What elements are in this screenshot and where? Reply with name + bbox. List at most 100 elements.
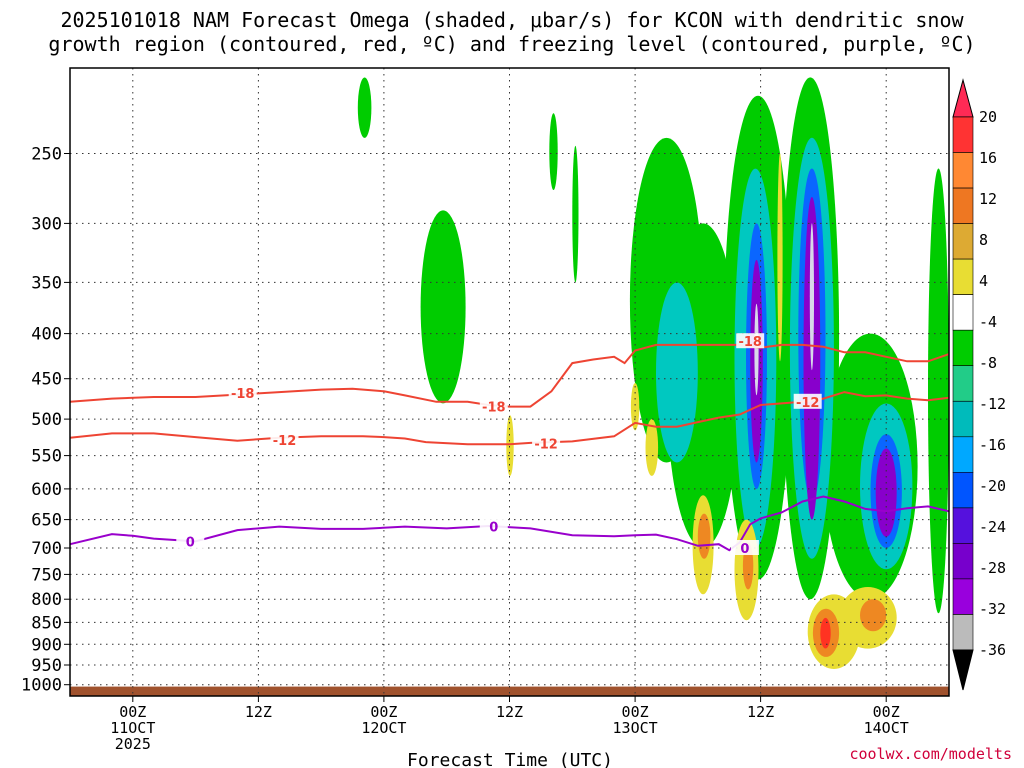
x-tick-label-6-2: 11OCT [110,719,155,737]
colorbar-segment-8 [952,400,974,438]
colorbar-label-7: -12 [979,395,1006,413]
y-tick-label-400: 400 [31,325,62,345]
contour-label-0-1: 0 [489,521,498,536]
contour-label-bg--18-2 [736,333,765,349]
contour-label-0-2: 0 [740,542,749,557]
omega-cell-25 [777,153,783,362]
grid-layer [70,68,949,696]
contour-label--12-1: -12 [534,438,558,453]
y-tick-label-900: 900 [31,635,62,655]
x-tick-label-54-1: 00Z [622,703,649,721]
y-tick-label-500: 500 [31,410,62,430]
omega-cell-2 [549,113,558,190]
contour-label-bg-0-1 [479,518,508,534]
chart-title-line-1: 2025101018 NAM Forecast Omega (shaded, μ… [60,8,964,32]
y-tick-label-700: 700 [31,539,62,559]
omega-cell-19 [875,448,897,537]
colorbar-label-10: -24 [979,518,1006,536]
contour-label-bg-0-0 [176,533,205,549]
colorbar-segment-9 [952,436,974,473]
colorbar-segment-10 [952,471,974,509]
colorbar-segment-1 [952,152,974,189]
colorbar-label-3: 8 [979,231,988,249]
colorbar-segment-5 [952,294,974,331]
omega-cell-9 [928,168,949,614]
x-tick-label-6-1: 00Z [119,703,146,721]
ground-surface [70,686,949,696]
colorbar-label-13: -36 [979,641,1006,659]
colorbar-label-1: 16 [979,149,997,167]
y-tick-label-450: 450 [31,370,62,390]
colorbar-segment-3 [952,223,974,260]
contour-label--18-1: -18 [482,401,506,416]
colorbar-segment-4 [952,258,974,295]
omega-cell-34 [820,617,831,649]
contour-label--18-0: -18 [231,387,255,402]
colorbar-segment-11 [952,507,974,544]
colorbar-label-11: -28 [979,559,1006,577]
colorbar-label-8: -16 [979,436,1006,454]
omega-cell-10 [656,282,698,463]
x-tick-label-6-3: 2025 [115,735,151,753]
omega-cell-1 [420,210,466,404]
omega-cell-20 [754,303,759,396]
colorbar: 20 16 12 8 4 -4 -8 -12 -16 -20 -24 -28 -32 -36 [952,78,1006,691]
colorbar-segment-12 [952,543,974,580]
colorbar-segment-14 [952,614,974,651]
y-tick-label-250: 250 [31,145,62,165]
contour-label-bg--18-1 [479,398,508,414]
x-tick-label-66-1: 12Z [747,703,774,721]
y-tick-label-800: 800 [31,590,62,610]
colorbar-segment-6 [952,329,974,367]
contour-label-bg--12-2 [793,393,822,409]
y-tick-label-950: 950 [31,656,62,676]
x-tick-label-78-1: 00Z [873,703,900,721]
x-tick-label-54-2: 13OCT [613,719,658,737]
credit-link[interactable]: coolwx.com/modelts [849,745,1012,763]
y-tick-label-350: 350 [31,273,62,293]
y-tick-label-1000: 1000 [21,676,62,696]
x-tick-label-78-2: 14OCT [864,719,909,737]
x-tick-label-18-1: 12Z [245,703,272,721]
colorbar-label-9: -20 [979,477,1006,495]
colorbar-segment-2 [952,187,974,224]
y-tick-label-550: 550 [31,447,62,467]
colorbar-label-2: 12 [979,190,997,208]
contour-label-bg-0-2 [730,540,759,555]
omega-cell-24 [645,419,659,476]
contour-layer: -18 -18 -18 -12 -12 -12 0 0 0 [69,333,950,557]
y-tick-label-750: 750 [31,565,62,585]
colorbar-segment-13 [952,578,974,615]
omega-cell-30 [697,513,711,559]
colorbar-top-arrow [952,78,974,118]
y-tick-label-650: 650 [31,511,62,531]
omega-cell-0 [357,77,372,138]
y-tick-label-850: 850 [31,613,62,633]
colorbar-label-6: -8 [979,354,997,372]
contour-label--18-2: -18 [738,335,762,350]
colorbar-label-12: -32 [979,600,1006,618]
contour-label--12-2: -12 [796,396,820,411]
contour-line-0 [69,495,950,552]
x-tick-label-30-1: 00Z [370,703,397,721]
x-tick-label-42-1: 12Z [496,703,523,721]
colorbar-label-0: 20 [979,108,997,126]
chart-title-line-2: growth region (contoured, red, ºC) and f… [48,32,976,56]
contour-label-bg--12-0 [270,432,299,447]
omega-shading-layer [357,77,949,669]
omega-cell-21 [809,223,815,371]
x-tick-label-30-2: 12OCT [361,719,406,737]
x-axis-title: Forecast Time (UTC) [407,750,613,768]
contour-label-bg--18-0 [228,384,257,400]
contour-label-bg--12-1 [532,435,561,451]
colorbar-bottom-arrow [952,649,974,691]
contour-label-0-0: 0 [186,535,195,550]
omega-cell-23 [630,383,640,431]
omega-cell-33 [860,599,887,632]
y-axis: 2503003504004505005506006507007508008509… [21,145,70,696]
colorbar-segment-0 [952,116,974,153]
y-tick-label-600: 600 [31,480,62,500]
colorbar-label-4: 4 [979,272,988,290]
